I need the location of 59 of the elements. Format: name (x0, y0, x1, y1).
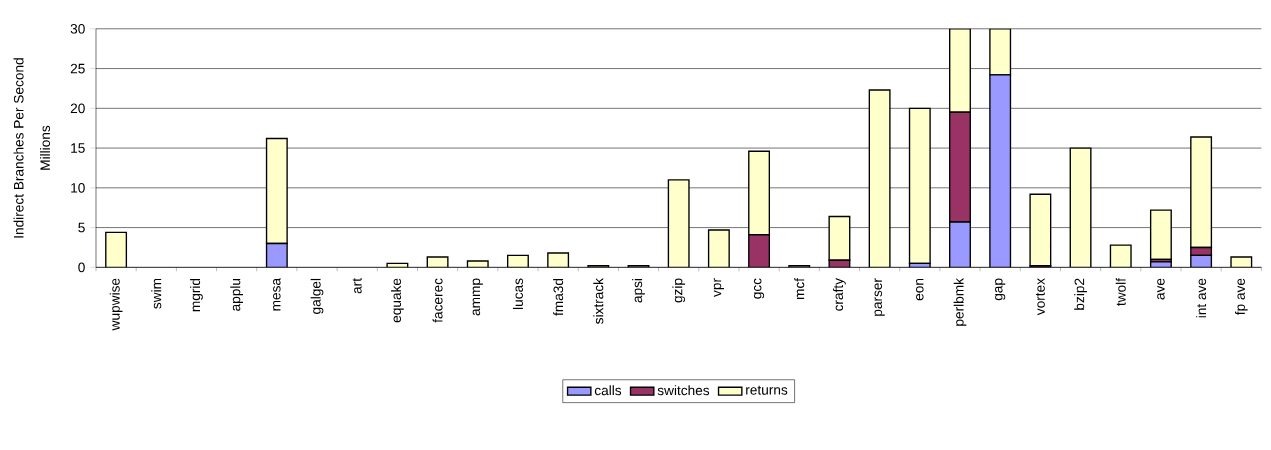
y-tick-label: 25 (70, 63, 85, 74)
x-tick-label: gzip (672, 278, 686, 303)
x-tick-label: facerec (432, 278, 443, 323)
x-tick-label: sixtrack (593, 278, 604, 325)
x-tick-label: applu (230, 279, 243, 311)
legend-label: returns (746, 385, 788, 395)
x-tick-label: mesa (273, 278, 281, 311)
x-tick-label: apsi (632, 279, 645, 303)
bar (949, 111, 971, 223)
bar (1190, 136, 1213, 249)
x-tick-label: bzip2 (1074, 278, 1087, 310)
x-tick-label: mcf (794, 278, 805, 300)
x-tick-label: fp ave (1234, 278, 1248, 316)
x-tick-label: crafty (833, 278, 846, 311)
x-tick-label: galgel (310, 279, 324, 315)
x-tick-label: gap (995, 278, 1006, 301)
bar (949, 28, 971, 114)
x-tick-label: art (352, 278, 362, 294)
x-tick-label: equake (391, 278, 404, 323)
y-tick-label: 10 (71, 183, 85, 193)
x-tick-label: vpr (713, 278, 724, 298)
bar (908, 107, 931, 265)
bar (748, 150, 771, 236)
bar (1069, 147, 1092, 268)
bar (748, 234, 771, 268)
x-tick-label: perlbmk (953, 278, 967, 326)
bar (507, 255, 529, 268)
x-tick-label: eon (916, 279, 924, 301)
text: Millions (40, 125, 51, 170)
bar (989, 28, 1012, 76)
x-tick-label: ammp (472, 278, 483, 316)
x-tick-label: ave (1157, 278, 1165, 300)
bar (1029, 193, 1052, 267)
y-tick-label: 20 (70, 103, 85, 114)
bar (949, 221, 971, 268)
x-tick-label: parser (874, 278, 885, 316)
y-tick-label: 30 (70, 24, 85, 34)
y-tick-label: 0 (78, 262, 85, 273)
x-tick-label: swim (151, 279, 162, 309)
x-tick-label: lucas (512, 278, 523, 310)
x-tick-label: wupwise (109, 278, 123, 331)
x-tick-label: twolf (1115, 278, 1126, 307)
y-tick-label: 15 (71, 143, 85, 153)
y-axis-title: Indirect Branches Per Second (13, 58, 24, 238)
bar (667, 179, 690, 268)
y-tick-label: 5 (78, 222, 85, 233)
x-tick-label: mgrid (190, 279, 203, 312)
bar (989, 74, 1012, 268)
x-tick-label: vortex (1035, 278, 1045, 316)
bar (868, 89, 891, 268)
x-tick-label: fma3d (553, 279, 564, 316)
x-tick-label: int ave (1196, 278, 1207, 318)
bar (828, 215, 851, 262)
x-tick-label: gcc (753, 278, 765, 299)
bar (105, 231, 128, 268)
legend-label: switches (657, 385, 710, 396)
bar (1149, 209, 1172, 261)
bar (265, 137, 288, 245)
legend-label: calls (594, 385, 622, 396)
